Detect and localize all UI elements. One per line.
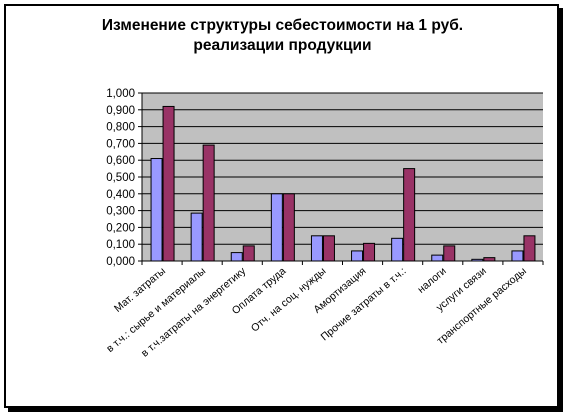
bar-series2-6 xyxy=(363,242,376,262)
bar-series2-1 xyxy=(162,105,175,262)
y-tick-label: 0,000 xyxy=(106,256,135,268)
bar-series2-7 xyxy=(403,168,416,262)
y-tick-label: 1,000 xyxy=(106,88,135,100)
y-tick-label: 0,800 xyxy=(106,122,135,134)
x-tick-label: Отч. на соц. нужды xyxy=(249,265,329,334)
bar-series2-5 xyxy=(322,235,335,262)
bar-series1-10 xyxy=(511,250,524,262)
y-tick-label: 0,200 xyxy=(106,222,135,234)
bar-series2-8 xyxy=(443,245,456,262)
bar-series2-2 xyxy=(202,144,215,262)
y-tick-label: 0,100 xyxy=(106,239,135,251)
y-tick-label: 0,500 xyxy=(106,172,135,184)
y-tick-label: 0,300 xyxy=(106,206,135,218)
bar-series2-3 xyxy=(242,245,255,262)
bar-series2-4 xyxy=(282,193,295,262)
bar-series1-1 xyxy=(150,158,163,262)
x-tick-label: налоги xyxy=(415,265,448,296)
y-tick-label: 0,400 xyxy=(106,189,135,201)
bar-series1-8 xyxy=(431,254,444,262)
chart-title: Изменение структуры себестоимости на 1 р… xyxy=(101,17,464,54)
y-tick-label: 0,600 xyxy=(106,155,135,167)
bar-series1-5 xyxy=(310,235,323,262)
bar-series1-7 xyxy=(391,237,404,262)
bar-series1-2 xyxy=(190,212,203,262)
bar-series1-4 xyxy=(270,193,283,262)
bar-series2-10 xyxy=(523,235,536,262)
bar-series1-6 xyxy=(351,250,364,262)
y-tick-label: 0,900 xyxy=(106,105,135,117)
bar-series1-3 xyxy=(230,252,243,262)
y-tick-label: 0,700 xyxy=(106,138,135,150)
bar-series2-9 xyxy=(483,257,496,262)
